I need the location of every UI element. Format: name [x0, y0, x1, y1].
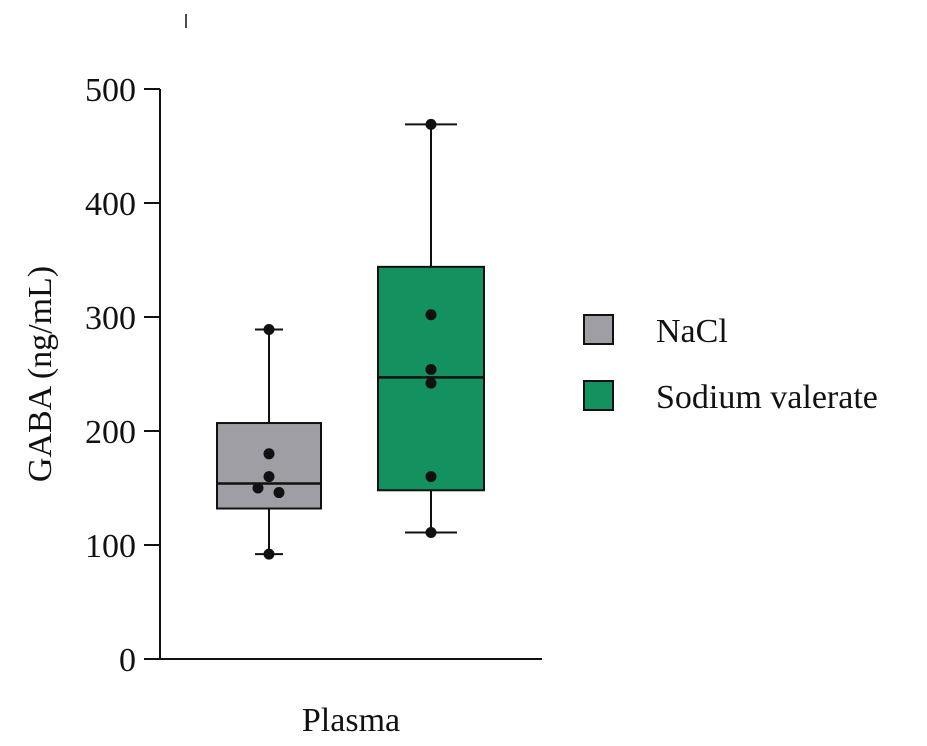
x-axis: Plasma — [160, 658, 542, 739]
min-point — [263, 548, 275, 560]
box-group-sodium-valerate — [377, 118, 485, 538]
legend-label: Sodium valerate — [656, 379, 878, 416]
data-point — [263, 471, 275, 483]
legend-swatch — [583, 380, 614, 411]
data-point — [273, 487, 285, 499]
box-iqr — [216, 422, 322, 510]
y-tick-label-100: 100 — [85, 528, 136, 565]
y-axis-title: GABA (ng/mL) — [22, 266, 59, 482]
y-axis: 0 100 200 300 400 500 GABA (ng/mL) — [22, 72, 161, 679]
y-tick-label-0: 0 — [119, 642, 136, 679]
data-point — [425, 363, 437, 375]
y-tick-label-500: 500 — [85, 72, 136, 109]
legend-swatch — [583, 314, 614, 345]
data-point — [263, 448, 275, 460]
y-tick-label-200: 200 — [85, 414, 136, 451]
y-tick-label-400: 400 — [85, 186, 136, 223]
legend-item-nacl: NaCl — [583, 313, 728, 350]
data-point — [425, 471, 437, 483]
min-point — [425, 526, 437, 538]
plot-area — [216, 118, 485, 560]
box-group-nacl — [216, 324, 322, 560]
data-point — [252, 482, 264, 494]
legend: NaCl Sodium valerate — [583, 313, 878, 416]
legend-label: NaCl — [656, 313, 728, 350]
data-point — [425, 309, 437, 321]
max-point — [425, 118, 437, 130]
legend-item-sodium-valerate: Sodium valerate — [583, 379, 878, 416]
x-category-label: Plasma — [302, 702, 400, 739]
max-point — [263, 324, 275, 336]
data-point — [425, 377, 437, 389]
y-tick-label-300: 300 — [85, 300, 136, 337]
